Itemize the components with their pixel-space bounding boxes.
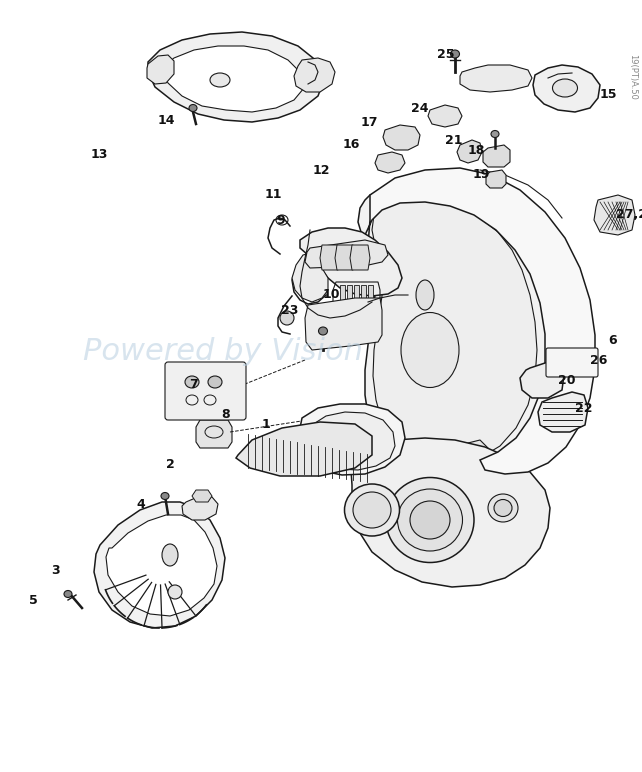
Polygon shape <box>192 490 212 502</box>
Ellipse shape <box>353 492 391 528</box>
Polygon shape <box>94 502 225 628</box>
Ellipse shape <box>397 489 462 551</box>
Ellipse shape <box>345 484 399 536</box>
Polygon shape <box>298 404 405 475</box>
Polygon shape <box>340 285 345 320</box>
Polygon shape <box>460 65 532 92</box>
Ellipse shape <box>386 478 474 563</box>
Polygon shape <box>358 188 565 482</box>
Polygon shape <box>533 65 600 112</box>
Polygon shape <box>483 145 510 167</box>
Text: 10: 10 <box>322 289 340 302</box>
Ellipse shape <box>318 327 327 335</box>
FancyBboxPatch shape <box>546 348 598 377</box>
Polygon shape <box>520 362 564 398</box>
Text: 23: 23 <box>281 303 298 317</box>
Polygon shape <box>335 245 355 270</box>
Polygon shape <box>294 58 335 92</box>
Polygon shape <box>236 422 372 476</box>
Polygon shape <box>383 125 420 150</box>
Text: 26: 26 <box>590 354 607 367</box>
Text: 18: 18 <box>467 144 485 157</box>
Polygon shape <box>368 285 373 320</box>
Text: 11: 11 <box>265 188 282 201</box>
Polygon shape <box>457 140 482 163</box>
Text: 15: 15 <box>600 89 618 101</box>
Text: 24: 24 <box>410 101 428 114</box>
Ellipse shape <box>401 313 459 388</box>
Polygon shape <box>305 240 388 268</box>
Ellipse shape <box>416 280 434 310</box>
Polygon shape <box>361 285 366 320</box>
Ellipse shape <box>64 591 72 598</box>
Ellipse shape <box>189 104 197 111</box>
FancyBboxPatch shape <box>165 362 246 420</box>
Ellipse shape <box>491 130 499 137</box>
Ellipse shape <box>185 376 199 388</box>
Text: 20: 20 <box>558 374 575 387</box>
Text: 5: 5 <box>30 594 38 607</box>
Text: 25: 25 <box>437 49 455 62</box>
Text: 12: 12 <box>313 164 330 177</box>
Polygon shape <box>147 55 174 84</box>
Polygon shape <box>350 245 370 270</box>
Text: 19: 19 <box>473 168 490 181</box>
Ellipse shape <box>494 499 512 516</box>
Polygon shape <box>300 228 402 296</box>
Ellipse shape <box>168 585 182 599</box>
Ellipse shape <box>488 494 518 522</box>
Polygon shape <box>375 152 405 173</box>
Polygon shape <box>428 105 462 127</box>
Polygon shape <box>292 254 328 302</box>
Text: 19(PT)A.50: 19(PT)A.50 <box>628 54 637 100</box>
Polygon shape <box>304 412 395 470</box>
Text: 7: 7 <box>189 378 198 391</box>
Text: 21: 21 <box>444 134 462 147</box>
Ellipse shape <box>162 544 178 566</box>
Polygon shape <box>594 195 635 235</box>
Ellipse shape <box>451 50 460 58</box>
Polygon shape <box>538 392 588 432</box>
Text: 27,28: 27,28 <box>616 208 642 222</box>
Polygon shape <box>106 515 217 616</box>
Ellipse shape <box>208 376 222 388</box>
Polygon shape <box>320 245 340 270</box>
Polygon shape <box>372 198 537 464</box>
Text: 9: 9 <box>276 214 285 226</box>
Polygon shape <box>486 170 506 188</box>
Ellipse shape <box>210 73 230 87</box>
Text: 14: 14 <box>157 113 175 127</box>
Polygon shape <box>196 420 232 448</box>
Text: 16: 16 <box>343 138 360 151</box>
Text: 13: 13 <box>91 148 108 161</box>
Text: 2: 2 <box>166 459 175 472</box>
Text: 8: 8 <box>221 408 230 422</box>
Text: 22: 22 <box>575 401 593 415</box>
Polygon shape <box>385 440 488 476</box>
Polygon shape <box>148 32 324 122</box>
Text: 17: 17 <box>361 116 378 128</box>
Polygon shape <box>305 298 382 350</box>
Polygon shape <box>354 285 359 320</box>
Polygon shape <box>362 168 595 474</box>
Text: Powered by Vision: Powered by Vision <box>83 337 363 366</box>
Ellipse shape <box>553 79 578 97</box>
Polygon shape <box>347 285 352 320</box>
Text: 4: 4 <box>136 499 145 512</box>
Ellipse shape <box>161 493 169 499</box>
Ellipse shape <box>410 501 450 539</box>
Text: 3: 3 <box>51 564 60 577</box>
Polygon shape <box>162 46 304 112</box>
Text: 1: 1 <box>261 418 270 432</box>
Ellipse shape <box>280 311 294 325</box>
Polygon shape <box>350 438 550 587</box>
Polygon shape <box>182 496 218 520</box>
Text: 6: 6 <box>608 334 616 347</box>
